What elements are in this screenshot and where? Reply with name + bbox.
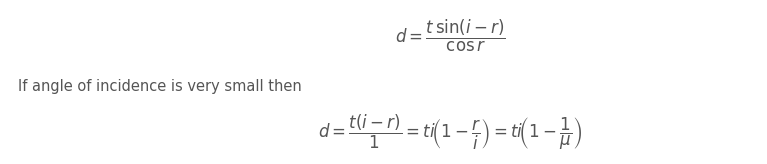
Text: If angle of incidence is very small then: If angle of incidence is very small then xyxy=(18,79,301,93)
Text: $d = \dfrac{t\,\sin(i - r)}{\cos r}$: $d = \dfrac{t\,\sin(i - r)}{\cos r}$ xyxy=(394,18,505,54)
Text: $d = \dfrac{t(i - r)}{1} = ti\!\left(1 - \dfrac{r}{i}\right) = ti\!\left(1 - \df: $d = \dfrac{t(i - r)}{1} = ti\!\left(1 -… xyxy=(318,112,582,152)
